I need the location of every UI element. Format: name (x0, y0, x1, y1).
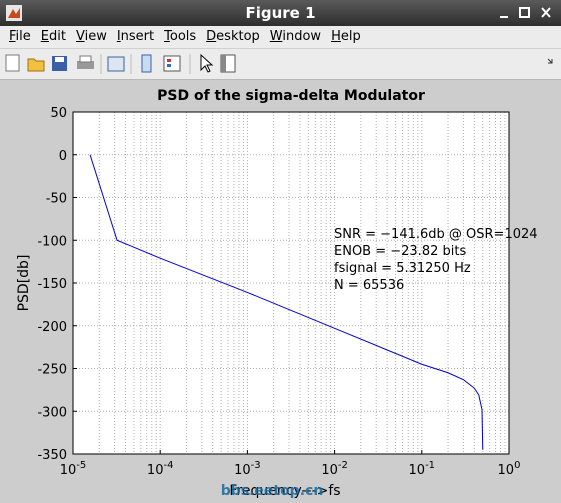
x-axis-label: Frequency--->fs (229, 483, 340, 499)
y-tick-label: -100 (37, 234, 67, 249)
annotation: N = 65536 (334, 278, 404, 293)
toolbar-icons[interactable] (0, 49, 561, 79)
menu-item[interactable]: Edit (40, 29, 66, 44)
x-tick-label: 10-2 (321, 460, 348, 478)
menu-bar: File Edit View Insert Tools Desktop Window Help (0, 26, 561, 49)
chart: PSD of the sigma-delta Modulator PSD[db]… (16, 88, 538, 499)
y-tick-label: -300 (37, 405, 67, 420)
x-tick-label: 100 (498, 460, 521, 478)
y-axis-label: PSD[db] (16, 255, 32, 312)
y-tick-label: 50 (50, 106, 67, 121)
y-tick-label: -50 (46, 192, 67, 207)
toolbar (0, 49, 561, 80)
x-tick-label: 10-3 (234, 460, 261, 478)
menu-item[interactable]: Help (331, 29, 361, 44)
axes-box (72, 111, 510, 455)
y-tick-label: -250 (37, 363, 67, 378)
x-tick-label: 10-1 (409, 460, 436, 478)
y-tick-label: 0 (59, 149, 67, 164)
x-tick-label: 10-4 (147, 460, 174, 478)
y-tick-label: -350 (37, 448, 67, 463)
menu-item[interactable]: Window (269, 29, 322, 44)
watermark: bbs.eetop.cn (221, 483, 324, 499)
menu-item[interactable]: Desktop (206, 29, 260, 44)
annotation: fsignal = 5.31250 Hz (334, 261, 471, 276)
title-bar: Figure 1 (0, 0, 561, 26)
annotation: SNR = −141.6db @ OSR=1024 (334, 227, 538, 242)
menu-item[interactable]: Tools (164, 29, 197, 44)
window-title: Figure 1 (245, 4, 316, 22)
app-icon (6, 5, 22, 21)
menu-item[interactable]: File (9, 29, 31, 44)
psd-line (89, 154, 484, 450)
y-tick-label: -150 (37, 277, 67, 292)
menu-item[interactable]: View (75, 29, 107, 44)
x-tick-label: 10-5 (60, 460, 87, 478)
annotation: ENOB = −23.82 bits (334, 244, 466, 259)
menu-item[interactable]: Insert (116, 29, 155, 44)
axes-background (73, 112, 509, 454)
window-controls[interactable] (497, 4, 557, 22)
y-tick-label: -200 (37, 320, 67, 335)
chart-title: PSD of the sigma-delta Modulator (157, 88, 425, 104)
